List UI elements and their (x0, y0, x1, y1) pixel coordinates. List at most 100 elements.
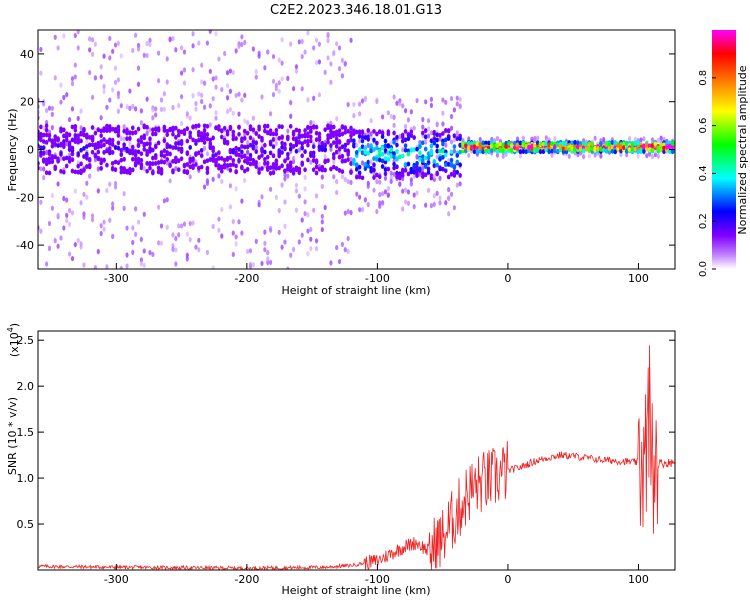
spectrogram-cell (469, 141, 474, 146)
spectrogram-cell (309, 138, 313, 144)
colorbar-ticks: 0.0 0.2 0.4 0.6 0.8 (698, 70, 716, 277)
spectrogram-cell (326, 55, 330, 61)
spectrogram-cell (39, 137, 43, 143)
spectrogram-cell (449, 149, 454, 155)
spectrogram-cell (254, 238, 258, 244)
spectrogram-cell (62, 144, 66, 150)
spectrogram-cell (642, 143, 646, 149)
spectrogram-cell (197, 150, 201, 156)
spectrogram-cell (530, 136, 534, 142)
spectrogram-cell (182, 162, 187, 168)
spectrogram-cell (165, 197, 169, 203)
spectrogram-cell (294, 64, 299, 70)
spectrogram-cell (39, 131, 43, 137)
spectrogram-heatmap (38, 30, 675, 269)
spectrogram-cell (214, 160, 218, 166)
spectrogram-cell (656, 137, 660, 143)
spectrogram-cell (340, 153, 345, 159)
spectrogram-cell (286, 128, 290, 134)
spectrogram-cell (576, 144, 580, 150)
spectrogram-cell (343, 247, 347, 253)
spectrogram-cell (432, 136, 437, 141)
spectrogram-cell (311, 167, 316, 173)
spectrogram-cell (487, 140, 491, 146)
spectrogram-cell (191, 137, 195, 143)
spectrogram-cell (582, 154, 586, 160)
spectrogram-cell (237, 91, 241, 97)
spectrogram-cell (85, 180, 89, 186)
spectrogram-cell (656, 145, 661, 151)
spectrogram-cell (260, 94, 264, 100)
spectrogram-cell (266, 260, 270, 266)
spectrogram-cell (39, 199, 43, 205)
spectrogram-cell (469, 144, 474, 150)
spectrogram-cell (56, 181, 60, 187)
spectrogram-cell (616, 142, 620, 148)
spectrogram-cell (449, 95, 454, 102)
spectrogram-cell (153, 144, 158, 150)
spectrogram-cell (260, 153, 264, 158)
spectrogram-cell (533, 143, 537, 149)
spectrogram-cell (340, 158, 345, 164)
spectrogram-cell (277, 135, 282, 141)
spectrogram-cell (283, 141, 287, 147)
spectrogram-cell (174, 134, 178, 140)
spectrogram-cell (142, 165, 146, 172)
spectrogram-cell (478, 148, 483, 154)
spectrogram-cell (136, 219, 141, 225)
spectrogram-cell (119, 157, 124, 163)
spectrogram-cell (331, 124, 336, 130)
spectrogram-cell (636, 149, 640, 154)
spectrogram-cell (343, 142, 348, 148)
spectrogram-cell (142, 52, 146, 58)
spectrogram-cell (70, 210, 75, 216)
spectrogram-cell (65, 197, 69, 203)
spectrogram-y-tick-label: -40 (16, 239, 34, 252)
spectrogram-cell (131, 239, 135, 246)
spectrogram-cell (604, 148, 609, 154)
spectrogram-cell (346, 152, 350, 157)
spectrogram-cell (217, 155, 221, 161)
spectrogram-cell (176, 128, 181, 134)
spectrogram-cell (331, 140, 336, 146)
spectrogram-cell (366, 159, 371, 165)
spectrogram-cell (269, 259, 273, 266)
spectrogram-cell (191, 124, 195, 130)
spectrogram-cell (277, 153, 282, 159)
spectrogram-cell (452, 133, 457, 139)
spectrogram-cell (208, 122, 212, 128)
spectrogram-cell (395, 149, 399, 154)
spectrogram-cell (323, 204, 327, 211)
spectrogram-cell (665, 144, 669, 150)
spectrogram-cell (79, 161, 83, 167)
spectrogram-cell (93, 75, 98, 81)
spectrogram-cell (358, 194, 362, 200)
spectrogram-cell (283, 158, 287, 164)
spectrogram-cell (383, 189, 388, 195)
spectrogram-cell (243, 118, 247, 124)
spectrogram-cell (288, 168, 293, 173)
spectrogram-cell (317, 92, 322, 98)
spectrogram-cell (449, 191, 454, 197)
spectrogram-cell (128, 105, 132, 111)
spectrogram-cell (176, 132, 181, 138)
spectrogram-cell (234, 48, 238, 54)
spectrogram-cell (130, 167, 135, 173)
spectrogram-cell (613, 141, 618, 146)
spectrogram-cell (96, 248, 100, 254)
spectrogram-cell (105, 104, 109, 110)
spectrogram-cell (122, 167, 126, 173)
spectrogram-cell (248, 152, 253, 158)
spectrogram-cell (360, 160, 365, 166)
colorbar-tick-label: 0.0 (698, 261, 709, 277)
spectrogram-cell (228, 167, 233, 173)
spectrogram-cell (111, 233, 115, 240)
spectrogram-cell (182, 80, 187, 86)
spectrogram-cell (99, 230, 103, 237)
spectrogram-cell (162, 148, 167, 154)
spectrogram-cell (179, 223, 184, 229)
spectrogram-cell (179, 120, 184, 127)
spectrogram-cell (96, 166, 100, 172)
spectrogram-cell (323, 142, 327, 148)
spectrogram-cell (446, 161, 451, 167)
